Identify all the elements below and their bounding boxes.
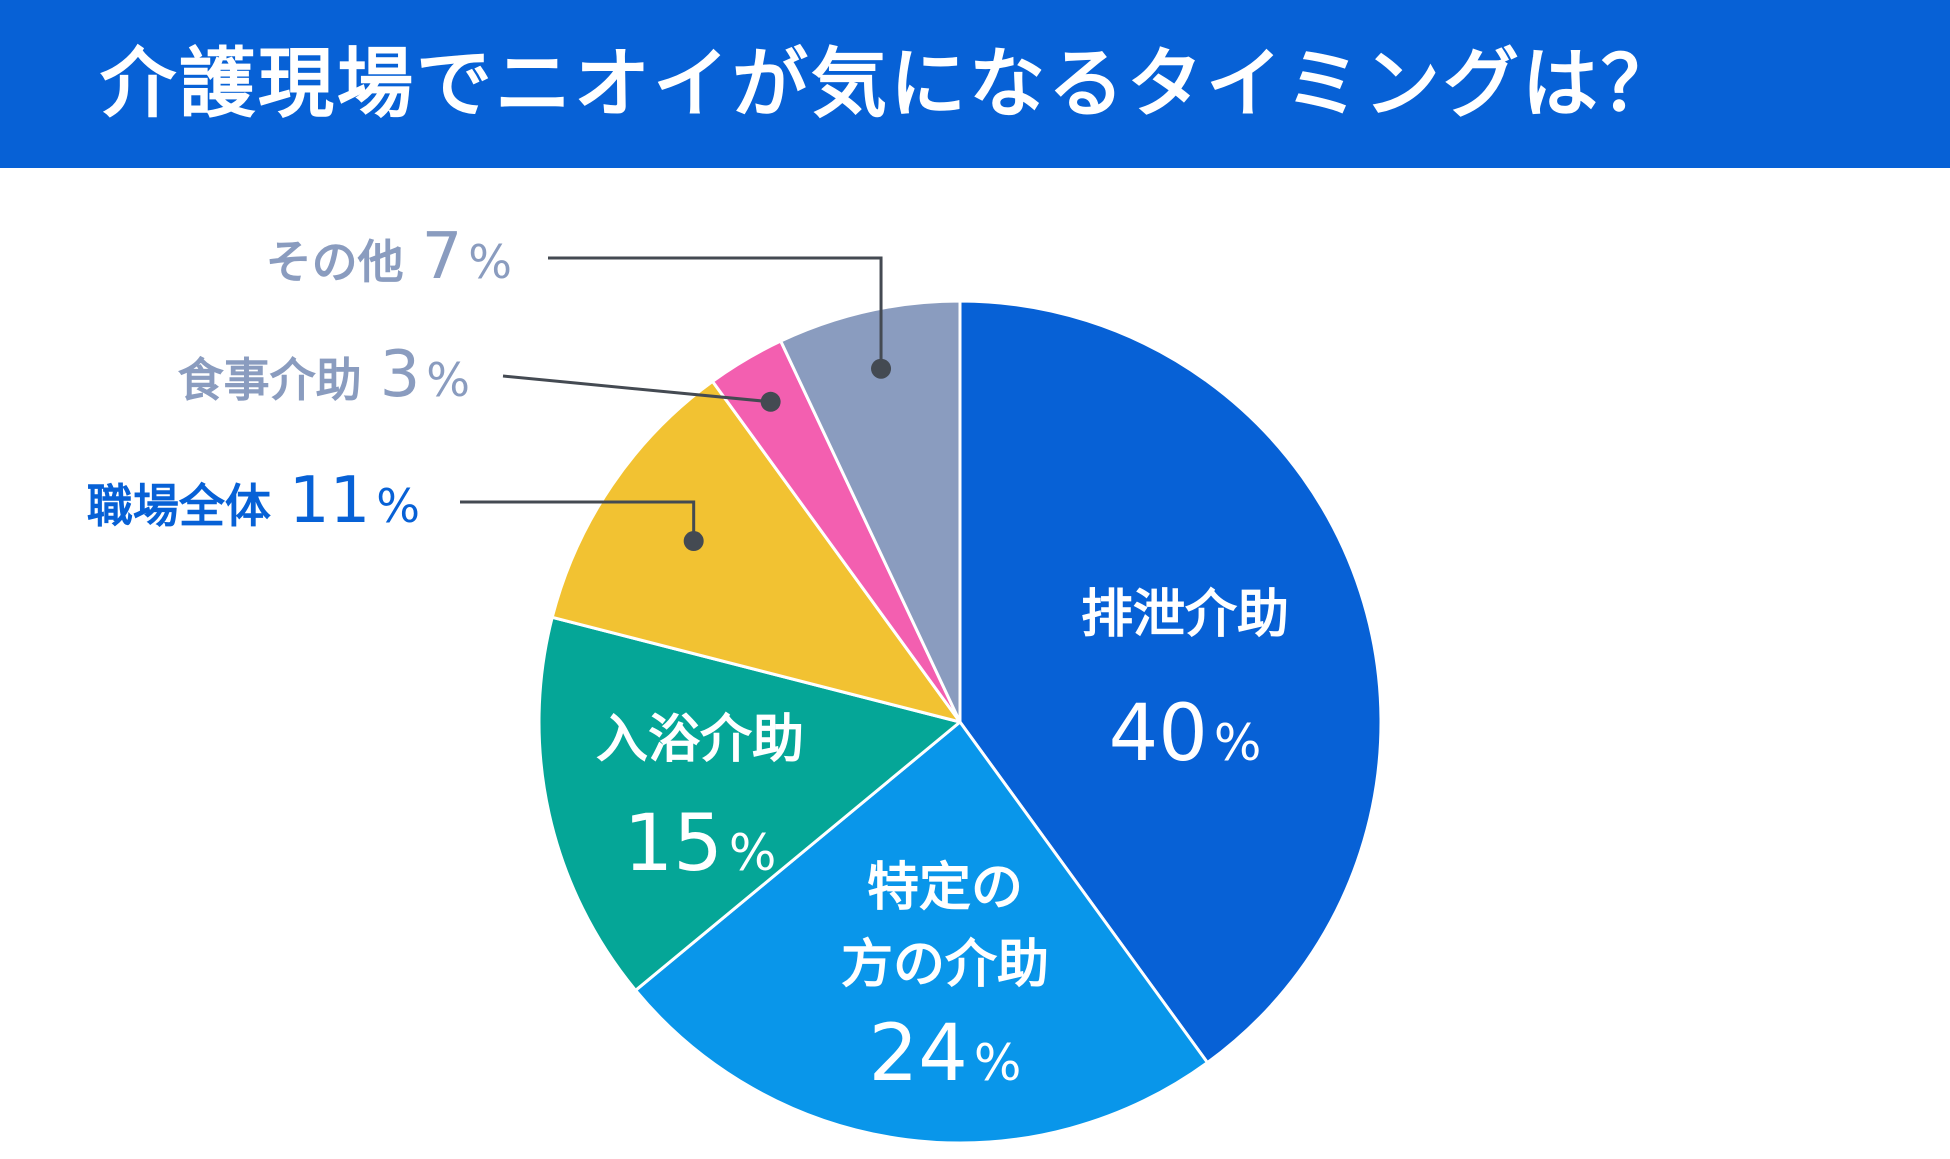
outside-label-name-6: その他 [266, 235, 404, 289]
pie-slices [537, 299, 1383, 1145]
pie-slice-1 [958, 299, 1383, 1065]
slice-label-value-3-number: 15 [624, 799, 723, 889]
outside-label-name-4: 職場全体 [87, 479, 271, 533]
leader-dot-4 [683, 531, 704, 552]
slice-label-value-1-unit: % [1214, 714, 1262, 772]
chart-title: 介護現場でニオイが気になるタイミングは？ [100, 39, 1680, 128]
slice-label-value-2-number: 24 [869, 1009, 968, 1099]
outside-label-name-5: 食事介助 [178, 353, 362, 407]
outside-label-4: 職場全体 11% [87, 464, 420, 538]
slice-label-name-1: 排泄介助 [1081, 585, 1289, 645]
pie-slice-3 [537, 615, 962, 992]
pie-slice-4 [550, 379, 962, 724]
leader-line-6 [548, 256, 883, 369]
slice-label-name-2-line-1: 特定の [867, 858, 1023, 918]
slice-label-name-2-line-2: 方の介助 [841, 935, 1049, 995]
leader-dot-5 [760, 391, 781, 412]
leader-line-4 [460, 500, 696, 542]
pie-slice-6 [779, 299, 962, 724]
leader-dot-6 [871, 358, 892, 379]
slice-label-value-1: 40% [1109, 689, 1262, 779]
slice-label-value-3-unit: % [729, 824, 777, 882]
slice-label-value-2-unit: % [974, 1034, 1022, 1092]
outside-label-unit-4: % [376, 479, 420, 533]
slice-label-value-1-number: 40 [1109, 689, 1208, 779]
slice-label-name-3: 入浴介助 [596, 710, 804, 770]
title-bar: 介護現場でニオイが気になるタイミングは？ [0, 0, 1950, 168]
outside-label-unit-6: % [468, 235, 512, 289]
leader-line-5 [502, 374, 771, 404]
outside-label-unit-5: % [426, 353, 470, 407]
outside-label-5: 食事介助 3% [178, 338, 470, 412]
slice-label-value-2: 24% [869, 1009, 1022, 1099]
outside-label-number-6: 7 [422, 220, 463, 294]
slice-label-value-3: 15% [624, 799, 777, 889]
outside-label-number-5: 3 [380, 338, 421, 412]
outside-label-6: その他 7% [266, 220, 512, 294]
outside-label-number-4: 11 [289, 464, 370, 538]
leader-lines [460, 256, 892, 552]
pie-slice-2 [634, 720, 1209, 1145]
